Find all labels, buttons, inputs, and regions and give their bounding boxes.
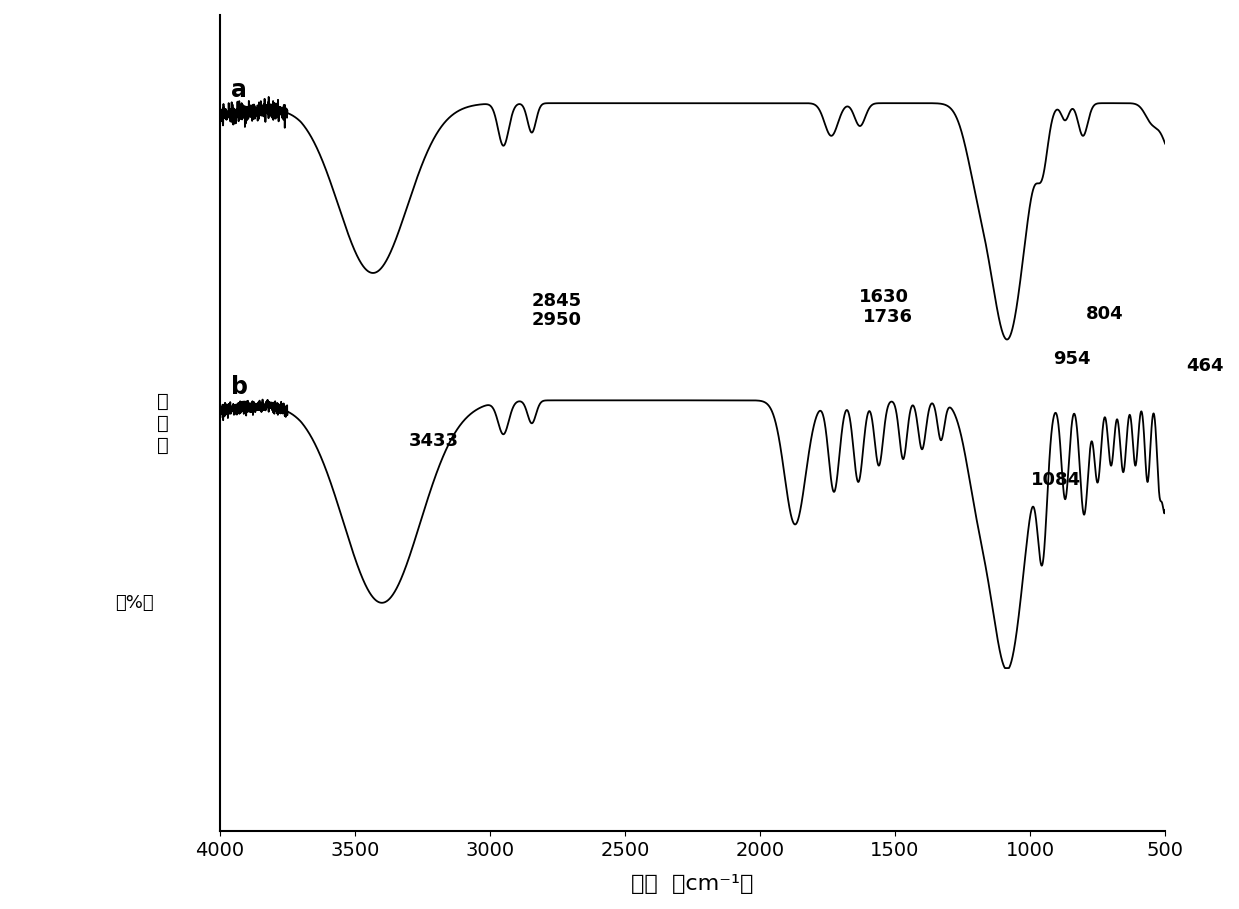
- Text: 2845: 2845: [532, 292, 582, 310]
- Text: 464: 464: [1186, 357, 1224, 375]
- Text: a: a: [230, 77, 247, 102]
- Text: 804: 804: [1085, 305, 1124, 323]
- Text: 2950: 2950: [532, 311, 582, 329]
- Text: b: b: [230, 375, 248, 399]
- Text: 3433: 3433: [409, 432, 458, 450]
- Text: 透
明
度: 透 明 度: [157, 392, 169, 454]
- Text: （%）: （%）: [115, 594, 154, 612]
- Text: 1736: 1736: [864, 308, 913, 326]
- Text: 954: 954: [1053, 350, 1092, 368]
- Text: 1084: 1084: [1031, 471, 1082, 489]
- Text: 1630: 1630: [859, 288, 908, 306]
- X-axis label: 波数  （cm⁻¹）: 波数 （cm⁻¹）: [632, 874, 753, 894]
